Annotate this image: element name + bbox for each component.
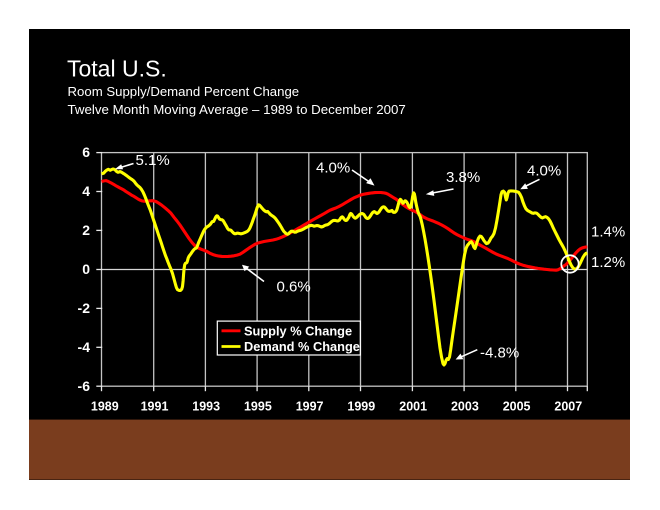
svg-text:Total U.S.: Total U.S.: [67, 56, 167, 82]
svg-text:4: 4: [82, 183, 90, 199]
svg-text:1993: 1993: [192, 400, 220, 414]
svg-text:2: 2: [82, 222, 90, 238]
svg-text:3.8%: 3.8%: [446, 169, 480, 186]
svg-text:6: 6: [82, 144, 90, 160]
svg-text:1.4%: 1.4%: [591, 224, 625, 241]
svg-text:1997: 1997: [296, 400, 324, 414]
svg-text:4.0%: 4.0%: [316, 160, 350, 177]
svg-text:-4: -4: [78, 339, 91, 355]
svg-text:5.1%: 5.1%: [136, 152, 170, 169]
svg-text:1999: 1999: [347, 400, 375, 414]
svg-text:2007: 2007: [554, 400, 582, 414]
svg-text:Demand % Change: Demand % Change: [244, 339, 360, 354]
svg-text:1995: 1995: [244, 400, 272, 414]
svg-text:0.6%: 0.6%: [277, 279, 311, 296]
svg-text:0: 0: [82, 261, 90, 277]
svg-text:-4.8%: -4.8%: [480, 345, 519, 362]
svg-text:1.2%: 1.2%: [591, 254, 625, 271]
svg-text:Supply % Change: Supply % Change: [244, 323, 352, 338]
svg-text:2001: 2001: [399, 400, 427, 414]
svg-text:Room Supply/Demand Percent Cha: Room Supply/Demand Percent Change: [68, 84, 300, 99]
svg-text:2005: 2005: [503, 400, 531, 414]
svg-text:2003: 2003: [451, 400, 479, 414]
svg-text:1989: 1989: [91, 400, 119, 414]
svg-text:4.0%: 4.0%: [527, 163, 561, 180]
svg-text:Twelve Month Moving Average –: Twelve Month Moving Average – 1989 to De…: [68, 102, 406, 117]
svg-text:-6: -6: [78, 378, 91, 394]
svg-text:1991: 1991: [141, 400, 169, 414]
svg-text:-2: -2: [78, 300, 91, 316]
